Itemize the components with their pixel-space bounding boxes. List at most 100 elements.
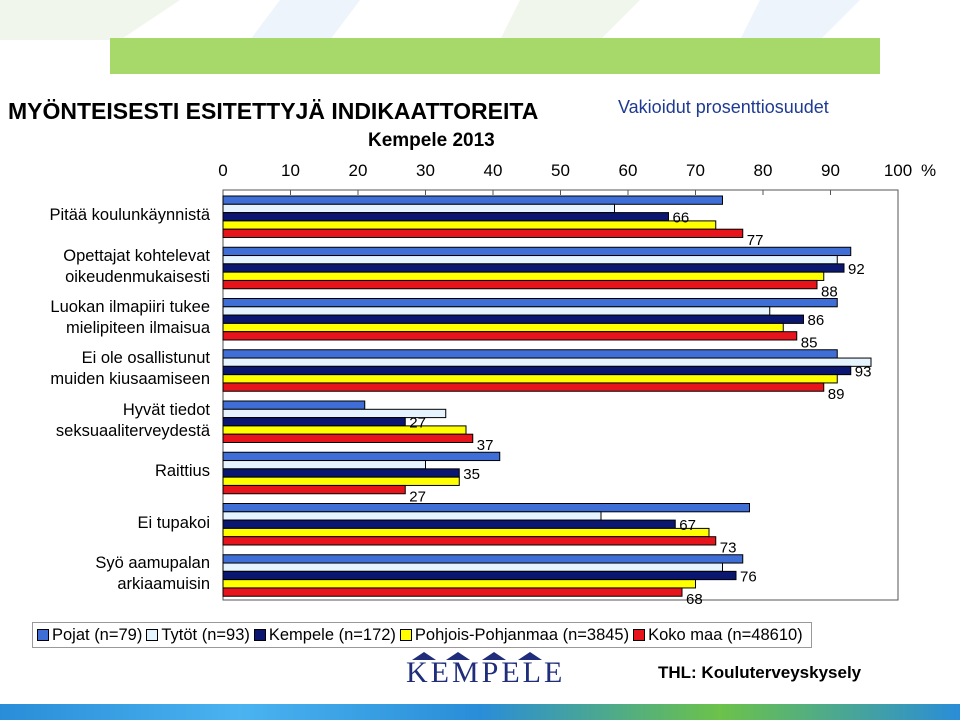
bar: [222, 271, 825, 281]
category-label-line: arkiaamuisin: [117, 575, 210, 594]
data-label: 93: [855, 363, 872, 380]
legend-swatch: [633, 629, 646, 641]
bar: [222, 451, 501, 462]
source-note: THL: Kouluterveyskysely: [658, 663, 862, 682]
category-label-line: Ei ole osallistunut: [81, 349, 210, 368]
data-label: 92: [848, 261, 865, 278]
legend-item: Tytöt (n=93): [146, 626, 250, 645]
category-label-line: Syö aamupalan: [95, 554, 210, 573]
bar: [222, 228, 744, 238]
category-label-line: seksuaaliterveydestä: [55, 421, 210, 440]
x-tick-label: 0: [218, 161, 227, 180]
bar-chart: 0 10 20 30 40 50 60 70 80 90 100 % 66 77 92 88 86 85 93 89 2…: [218, 161, 936, 608]
legend-label: Koko maa (n=48610): [648, 625, 803, 644]
category-label: Ei tupakoi: [0, 513, 210, 534]
data-label: 76: [740, 568, 757, 585]
category-label-line: Pitää koulunkäynnistä: [49, 206, 210, 225]
legend-item: Kempele (n=172): [253, 625, 396, 645]
bar: [222, 425, 467, 435]
legend-label: Tytöt (n=93): [161, 625, 250, 644]
bar: [222, 298, 838, 308]
bar: [222, 476, 460, 486]
bar: [222, 417, 406, 427]
category-label-line: mielipiteen ilmaisua: [66, 319, 210, 338]
bar: [222, 382, 825, 392]
category-label-line: Hyvät tiedot: [122, 400, 210, 419]
bar: [222, 511, 602, 521]
bar: [222, 562, 723, 572]
x-tick-label: 20: [349, 161, 368, 180]
logo-text: KEMPELE: [406, 656, 566, 689]
category-label: Opettajat kohtelevat oikeudenmukaisesti: [0, 246, 210, 288]
data-label: 27: [409, 488, 426, 505]
legend-label: Kempele (n=172): [268, 625, 396, 644]
bar: [222, 331, 798, 341]
bar: [222, 220, 717, 230]
bar: [222, 374, 838, 384]
legend-item: Koko maa (n=48610): [633, 626, 803, 645]
green-band: [110, 38, 880, 74]
category-label: Hyvät tiedot seksuaaliterveydestä: [0, 400, 210, 442]
bar: [222, 484, 406, 495]
bar: [222, 579, 696, 589]
top-decoration: [0, 0, 960, 40]
x-tick-label: 60: [619, 161, 638, 180]
bar: [222, 195, 723, 205]
x-tick-label: 90: [821, 161, 840, 180]
x-tick-label: 80: [754, 161, 773, 180]
data-label: 67: [679, 517, 696, 534]
data-label: 35: [463, 466, 480, 483]
x-tick-label: 50: [551, 161, 570, 180]
bar: [222, 536, 717, 546]
legend-swatch: [399, 629, 412, 641]
kempele-logo: KEMPELE: [406, 652, 562, 690]
bar: [222, 519, 676, 529]
bar: [222, 460, 426, 470]
bar: [222, 503, 750, 513]
x-tick-label: 30: [416, 161, 435, 180]
legend-label: Pojat (n=79): [52, 625, 143, 644]
legend-item: Pojat (n=79): [37, 626, 142, 645]
category-label-line: Opettajat kohtelevat: [63, 246, 210, 265]
data-label: 27: [409, 415, 426, 432]
x-tick-label: 40: [484, 161, 503, 180]
x-tick-label: 10: [281, 161, 300, 180]
bar: [222, 349, 838, 359]
legend-swatch: [253, 629, 266, 641]
category-label-line: Luokan ilmapiiri tukee: [50, 298, 210, 317]
bar: [222, 279, 818, 290]
category-label: Raittius: [0, 461, 210, 482]
data-label: 85: [801, 335, 818, 352]
data-label: 66: [673, 210, 690, 227]
data-label: 77: [747, 232, 764, 249]
category-label: Luokan ilmapiiri tukee mielipiteen ilmais…: [0, 297, 210, 339]
bar: [222, 433, 474, 444]
legend-label: Pohjois-Pohjanmaa (n=3845): [414, 625, 630, 644]
page-title: MYÖNTEISESTI ESITETTYJÄ INDIKAATTOREITA: [8, 98, 539, 124]
legend-item: Pohjois-Pohjanmaa (n=3845): [399, 625, 630, 645]
data-label: 89: [828, 386, 845, 403]
bar: [222, 570, 737, 581]
data-label: 73: [720, 540, 737, 557]
bar: [222, 357, 872, 367]
bar: [222, 587, 683, 597]
category-label: Syö aamupalan arkiaamuisin: [0, 553, 210, 595]
bar: [222, 468, 460, 478]
bar: [222, 263, 845, 273]
category-label-line: Ei tupakoi: [137, 513, 210, 532]
x-tick-label: 100: [884, 161, 912, 180]
bottom-decoration: [0, 704, 960, 720]
bar: [222, 314, 804, 324]
x-unit-label: %: [921, 161, 936, 180]
category-label-line: Raittius: [154, 462, 210, 481]
chart-subtitle: Kempele 2013: [368, 130, 495, 151]
category-label-line: muiden kiusaamiseen: [50, 370, 210, 389]
bar: [222, 322, 784, 333]
data-label: 37: [477, 437, 494, 454]
category-label: Ei ole osallistunut muiden kiusaamiseen: [0, 348, 210, 390]
legend-swatch: [37, 629, 49, 641]
bar: [222, 365, 852, 376]
legend-swatch: [146, 629, 159, 641]
x-tick-label: 70: [686, 161, 705, 180]
data-label: 86: [808, 312, 825, 329]
